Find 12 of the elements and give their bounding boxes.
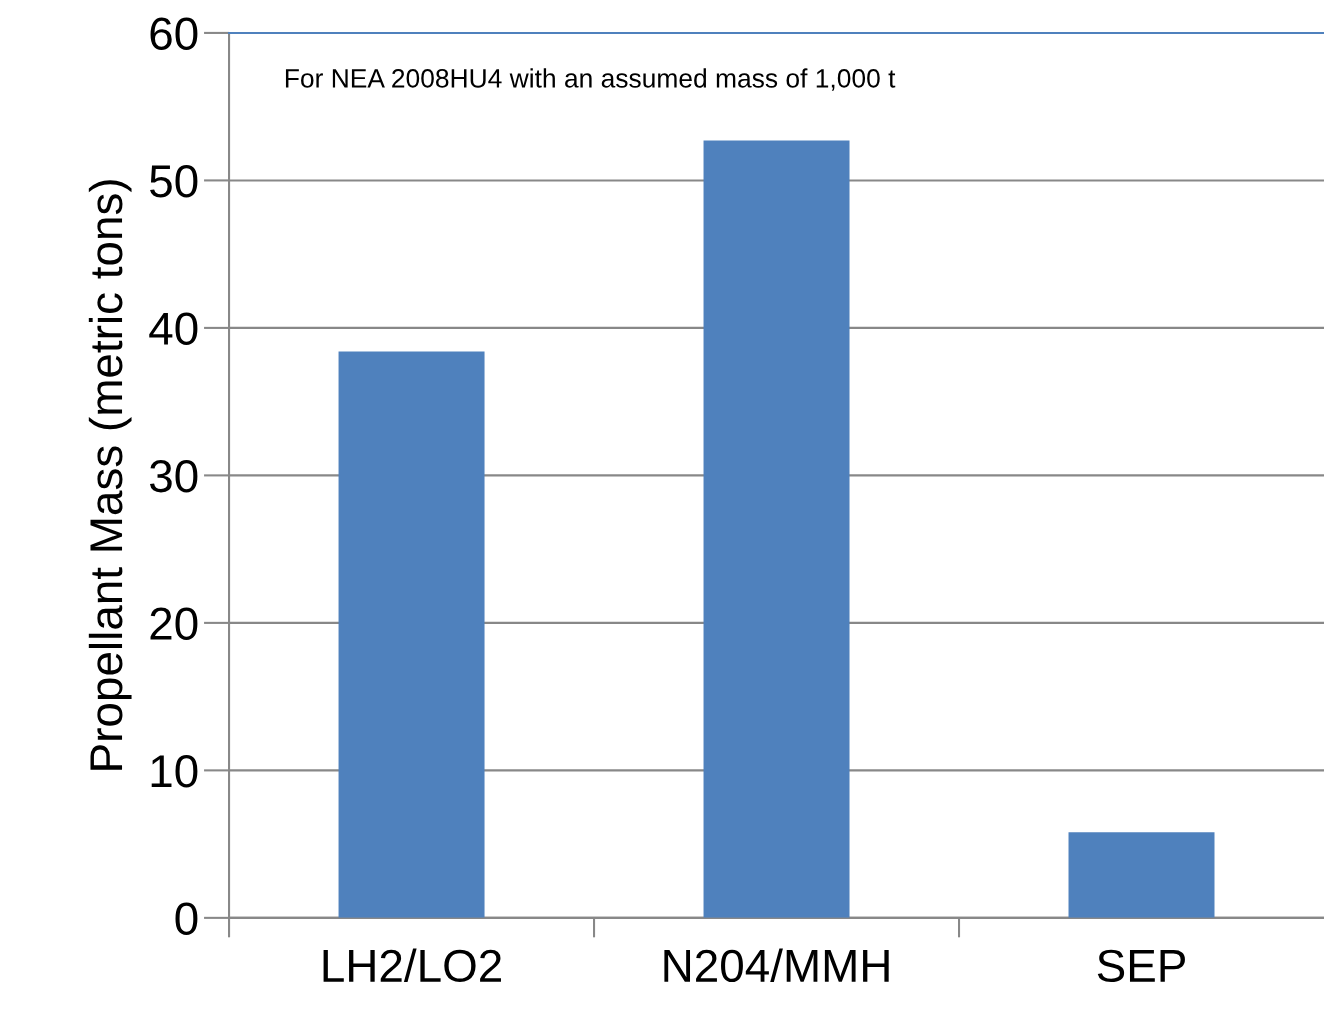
x-tick-label: SEP xyxy=(1097,949,1185,983)
annotation: For NEA 2008HU4 with an assumed mass of 1,000 t xyxy=(285,68,896,91)
x-tick-label: N204/MMH xyxy=(664,948,889,983)
x-tick-label: LH2/LO2 xyxy=(323,948,501,983)
y-tick-label: 40 xyxy=(149,312,198,345)
y-tick-label: 0 xyxy=(175,902,198,935)
y-tick-label: 20 xyxy=(150,607,198,640)
y-axis-title: Propellant Mass (metric tons) xyxy=(88,180,132,770)
y-tick-label: 10 xyxy=(151,754,198,788)
y-tick-label: 30 xyxy=(149,460,198,493)
y-tick-label: 60 xyxy=(150,17,198,50)
y-tick-label: 50 xyxy=(150,165,198,198)
